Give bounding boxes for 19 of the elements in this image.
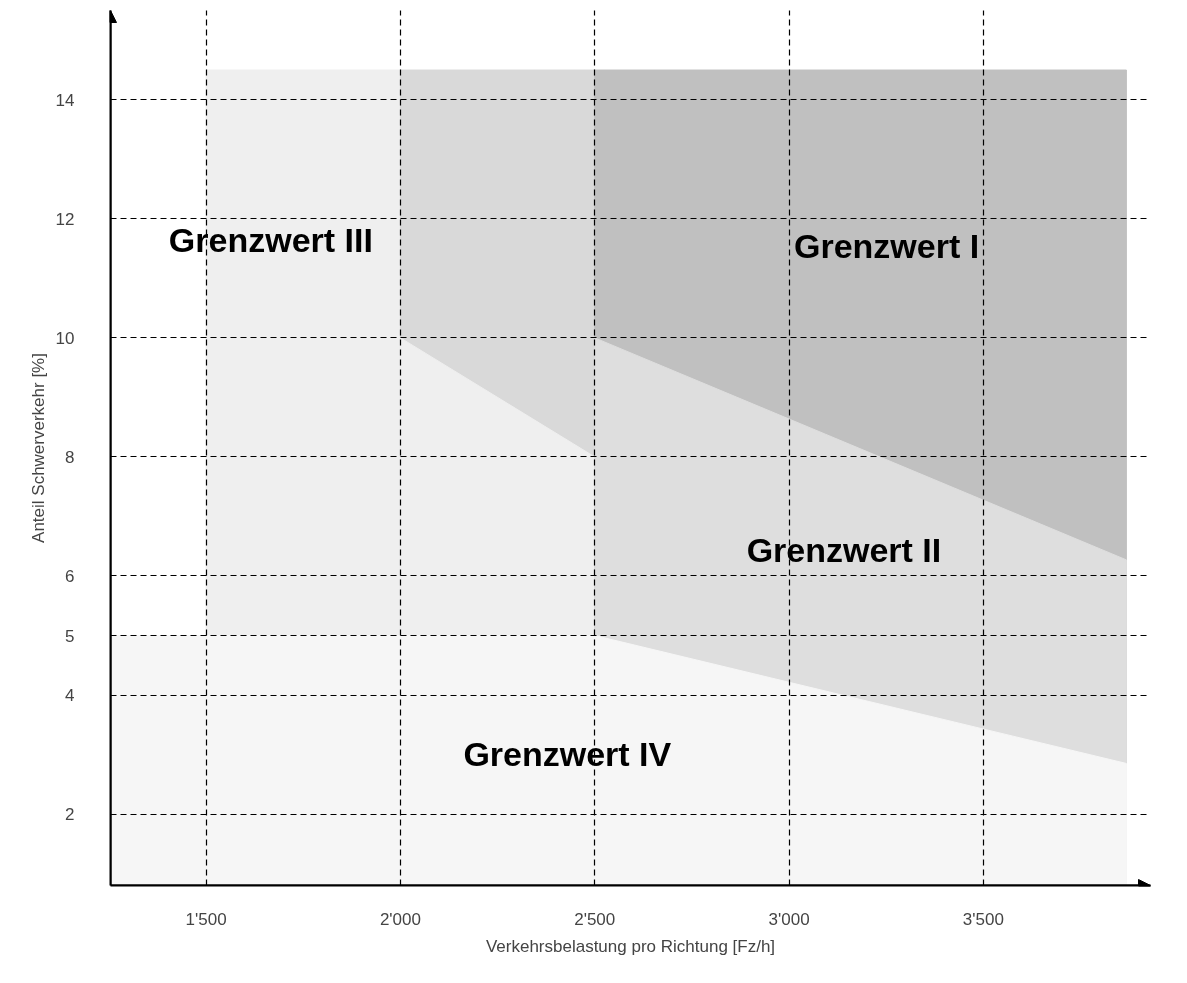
x-tick-label: 2'500 bbox=[574, 909, 616, 929]
series-label: Grenzwert III bbox=[168, 220, 373, 259]
y-tick-label: 14 bbox=[55, 90, 75, 110]
y-tick-label: 5 bbox=[65, 626, 75, 646]
x-tick-label: 2'000 bbox=[379, 909, 421, 929]
y-tick-label: 2 bbox=[65, 805, 75, 825]
series-label: Grenzwert I bbox=[793, 226, 980, 265]
x-tick-label: 1'500 bbox=[185, 909, 227, 929]
series-label: Grenzwert II bbox=[746, 530, 942, 569]
x-tick-label: 3'500 bbox=[962, 909, 1004, 929]
y-tick-label: 12 bbox=[55, 209, 75, 229]
y-tick-label: 4 bbox=[65, 686, 75, 706]
y-axis-title: Anteil Schwerverkehr [%] bbox=[28, 353, 48, 543]
y-tick-label: 10 bbox=[55, 328, 75, 348]
y-tick-label: 8 bbox=[65, 447, 75, 467]
y-tick-label: 6 bbox=[65, 566, 75, 586]
x-axis-title: Verkehrsbelastung pro Richtung [Fz/h] bbox=[485, 936, 776, 956]
series-label: Grenzwert IV bbox=[463, 735, 672, 774]
x-tick-label: 3'000 bbox=[768, 909, 810, 929]
